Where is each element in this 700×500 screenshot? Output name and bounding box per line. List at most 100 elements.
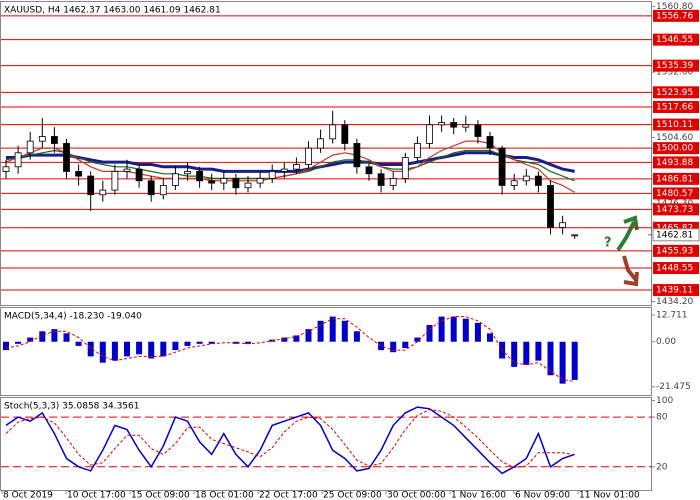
level-label-box <box>653 59 699 72</box>
down-arrow <box>622 255 638 282</box>
candle-body <box>75 171 82 177</box>
candle-body <box>305 147 312 165</box>
level-label: 1517.66 <box>656 102 693 112</box>
macd-bar <box>378 341 385 351</box>
macd-bar <box>75 341 82 346</box>
candle-body <box>547 185 554 228</box>
time-label: 10 Oct 17:00 <box>67 491 126 500</box>
candle-body <box>184 171 191 175</box>
candle-body <box>329 124 337 140</box>
level-label: 1473.73 <box>656 205 693 215</box>
level-label-box <box>653 33 699 46</box>
candle-body <box>111 171 119 191</box>
candle-body <box>196 171 204 182</box>
stoch-panel <box>0 397 652 491</box>
candle-body <box>522 175 530 182</box>
macd-bar <box>341 320 348 342</box>
candle-body <box>438 122 446 126</box>
y-tick-label: 1504.60 <box>656 133 693 143</box>
level-label-box <box>653 142 699 155</box>
indicator-line <box>5 140 576 193</box>
candle-body <box>571 234 579 237</box>
candle-body <box>462 124 470 128</box>
down-arrow-head <box>623 271 639 287</box>
macd-bar <box>160 341 167 357</box>
candle-body <box>317 138 325 149</box>
candle-body <box>353 143 361 168</box>
time-label: 25 Oct 09:00 <box>323 491 382 500</box>
candle-body <box>135 168 143 182</box>
candle-body <box>232 178 240 189</box>
macd-bar <box>535 341 542 361</box>
candle-body <box>159 185 167 196</box>
macd-bar <box>51 329 58 342</box>
last-price-box <box>652 228 700 242</box>
candle-body <box>63 143 70 172</box>
macd-bar <box>547 341 554 376</box>
candle-body <box>498 147 506 186</box>
time-label: 30 Oct 00:00 <box>387 491 446 500</box>
time-label: 6 Nov 09:00 <box>515 491 570 500</box>
indicator-line <box>5 316 575 383</box>
macd-bar <box>148 341 155 359</box>
macd-bar <box>559 341 566 384</box>
candle-body <box>413 143 421 158</box>
y-tick-label: 100 <box>656 396 673 406</box>
level-label: 1439.11 <box>656 286 693 296</box>
y-tick-label: 1434.20 <box>656 297 693 307</box>
candle-body <box>341 124 349 144</box>
candle-body <box>51 136 58 144</box>
candle-body <box>292 164 300 170</box>
signal-arrows <box>616 215 639 287</box>
level-label-box <box>653 86 699 99</box>
candle-body <box>220 178 228 184</box>
macd-bar <box>245 341 251 344</box>
macd-bar <box>281 337 288 342</box>
level-label-box <box>653 118 699 131</box>
price-panel <box>0 1 652 306</box>
candle-body <box>535 175 542 186</box>
time-label: 22 Oct 17:00 <box>259 491 318 500</box>
macd-bar <box>208 341 215 344</box>
level-label-box <box>653 9 699 22</box>
candle-body <box>99 189 107 196</box>
signal-question: ? <box>604 236 612 251</box>
level-label: 1480.57 <box>656 189 693 199</box>
macd-bar <box>196 341 203 344</box>
y-tick-label: 0.00 <box>656 337 676 347</box>
candle-body <box>510 180 518 186</box>
macd-bar <box>402 341 409 349</box>
level-label: 1556.76 <box>656 11 693 21</box>
macd-bar <box>99 341 106 363</box>
level-label: 1523.95 <box>656 88 693 98</box>
level-label: 1546.55 <box>656 35 693 45</box>
panel-title: MACD(5,34,4) -18.230 -19.040 <box>4 312 142 322</box>
macd-bar <box>353 331 360 342</box>
macd-bar <box>39 331 46 342</box>
time-label: 18 Oct 01:00 <box>195 491 254 500</box>
y-tick-label: -21.475 <box>656 382 691 392</box>
candle-body <box>474 124 482 137</box>
macd-bar <box>87 341 94 357</box>
macd-bar <box>511 341 518 367</box>
level-label: 1493.88 <box>656 158 693 168</box>
level-label-box <box>653 187 699 200</box>
candle-body <box>38 136 46 142</box>
candle-body <box>486 136 494 149</box>
level-label-box <box>653 244 699 257</box>
level-label: 1535.39 <box>656 61 693 71</box>
macd-bar <box>27 337 34 342</box>
macd-bar <box>487 333 493 342</box>
candle-body <box>2 166 10 172</box>
level-label-box <box>653 172 699 185</box>
y-tick-label: 1532.60 <box>656 68 693 78</box>
macd-bar <box>474 322 481 342</box>
macd-bar <box>462 318 469 342</box>
up-arrow-head <box>623 215 639 231</box>
candle-body <box>26 140 34 154</box>
y-tick-label: 1560.80 <box>656 2 693 12</box>
macd-bar <box>136 341 143 355</box>
panel-title: XAUUSD, H4 1462.37 1463.00 1461.09 1462.… <box>4 6 221 16</box>
macd-bar <box>111 341 118 361</box>
